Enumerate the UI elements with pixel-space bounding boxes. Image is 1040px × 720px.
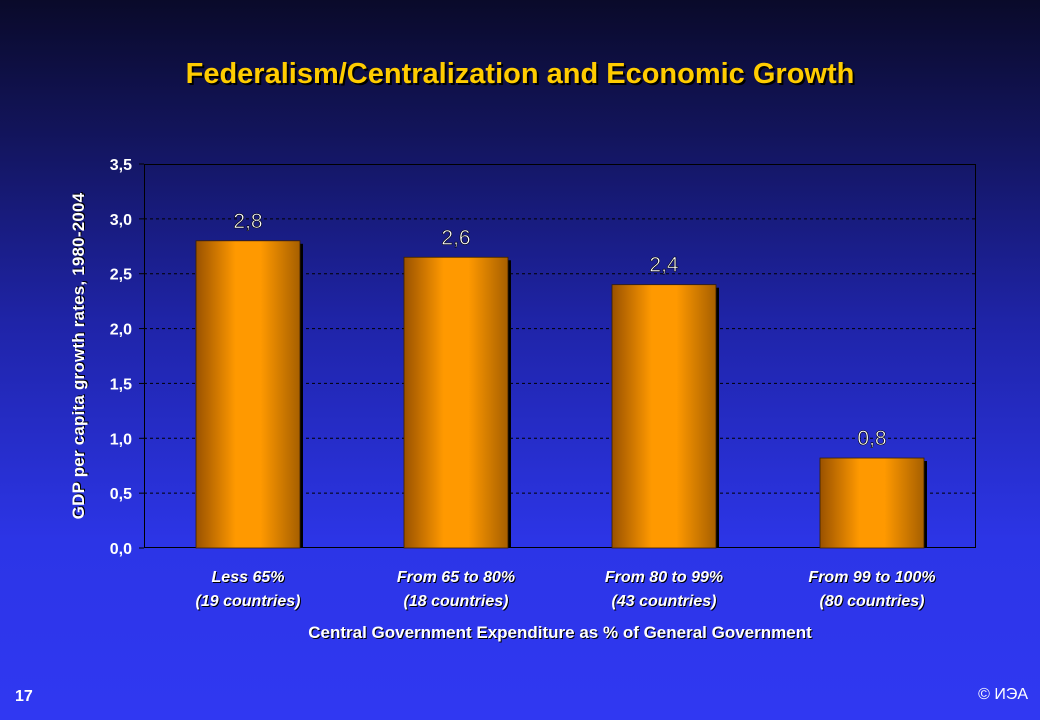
bar-value-label: 2,8 [233, 210, 262, 233]
category-label-line: From 99 to 100% [808, 569, 936, 586]
bar-value-label: 0,8 [857, 427, 886, 450]
copyright-text: © ИЭА [978, 686, 1028, 703]
bar [819, 457, 925, 549]
category-label: Less 65% (19 countries) [148, 566, 348, 614]
category-label: From 99 to 100% (80 countries) [772, 566, 972, 614]
bar [195, 240, 301, 549]
bar-value-label: 2,6 [441, 226, 470, 249]
y-tick-label: 2,5 [110, 267, 132, 284]
bar-value-label: 2,4 [649, 254, 679, 277]
category-label-line: From 65 to 80% [396, 569, 516, 586]
y-tick-label: 0,0 [110, 541, 132, 558]
slide-title: Federalism/Centralization and Economic G… [185, 58, 855, 90]
category-label-line: Less 65% [211, 569, 285, 586]
category-label-line: From 80 to 99% [604, 569, 724, 586]
category-label-line: (80 countries) [819, 593, 925, 610]
bar [611, 284, 717, 549]
plot-area [144, 164, 976, 548]
y-tick-label: 3,5 [110, 157, 132, 174]
y-tick-label: 0,5 [110, 486, 132, 503]
y-tick-label: 2,0 [110, 322, 132, 339]
category-label-line: (18 countries) [403, 593, 509, 610]
category-label: From 65 to 80% (18 countries) [356, 566, 556, 614]
category-label-line: (19 countries) [195, 593, 301, 610]
category-label-line: (43 countries) [611, 593, 717, 610]
bar [403, 256, 509, 549]
category-label: From 80 to 99% (43 countries) [564, 566, 764, 614]
y-tick-label: 1,5 [110, 376, 132, 393]
page-number: 17 [15, 688, 33, 705]
y-tick-label: 1,0 [110, 431, 132, 448]
x-axis-label: Central Government Expenditure as % of G… [308, 623, 812, 642]
y-tick-label: 3,0 [110, 212, 132, 229]
